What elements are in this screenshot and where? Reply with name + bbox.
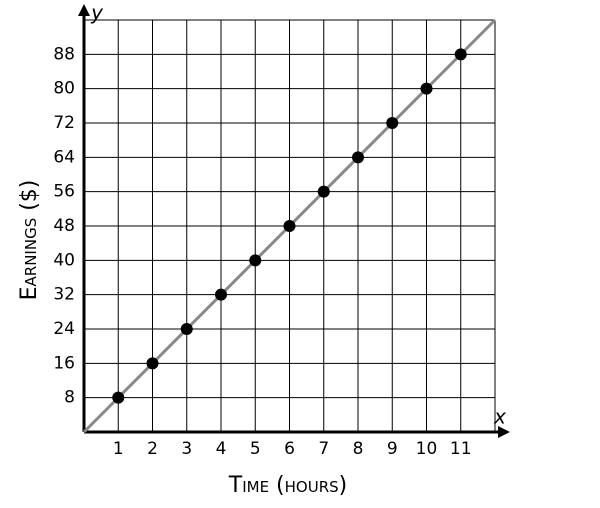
x-tick-label: 7 — [318, 439, 329, 459]
x-axis-letter: x — [493, 405, 506, 429]
y-tick-label: 88 — [53, 44, 75, 64]
x-tick-label: 6 — [284, 439, 295, 459]
x-tick-label: 11 — [450, 439, 472, 459]
x-tick-label: 3 — [181, 439, 192, 459]
point — [352, 151, 364, 164]
point — [249, 254, 262, 267]
x-axis-arrow — [498, 426, 510, 438]
x-tick-label: 5 — [250, 439, 261, 459]
y-tick-label: 16 — [53, 353, 75, 373]
y-tick-label: 8 — [64, 388, 75, 408]
y-axis-title: Earnings ($) — [17, 180, 42, 301]
y-tick-label: 72 — [53, 113, 75, 133]
x-tick-label: 9 — [387, 439, 398, 459]
point — [454, 48, 467, 61]
y-tick-label: 32 — [53, 285, 75, 305]
point — [420, 82, 433, 95]
x-tick-label: 10 — [416, 439, 438, 459]
point — [146, 357, 159, 370]
y-tick-label: 24 — [53, 319, 75, 339]
x-tick-label: 1 — [113, 439, 124, 459]
y-tick-label: 64 — [53, 147, 75, 167]
x-tick-label: 4 — [216, 439, 227, 459]
y-axis-arrow — [78, 4, 90, 16]
y-axis-letter: y — [90, 1, 104, 25]
point — [112, 391, 125, 404]
point — [386, 117, 399, 129]
point — [317, 185, 330, 198]
x-tick-label: 8 — [353, 439, 364, 459]
x-axis-title: Time (hours) — [228, 473, 347, 498]
y-tick-label: 48 — [53, 216, 75, 236]
point — [283, 220, 296, 232]
x-tick-label: 2 — [147, 439, 158, 459]
y-tick-label: 56 — [53, 182, 75, 202]
point — [215, 288, 227, 301]
point — [180, 323, 193, 335]
y-tick-label: 40 — [53, 250, 75, 270]
y-tick-label: 80 — [53, 79, 75, 99]
